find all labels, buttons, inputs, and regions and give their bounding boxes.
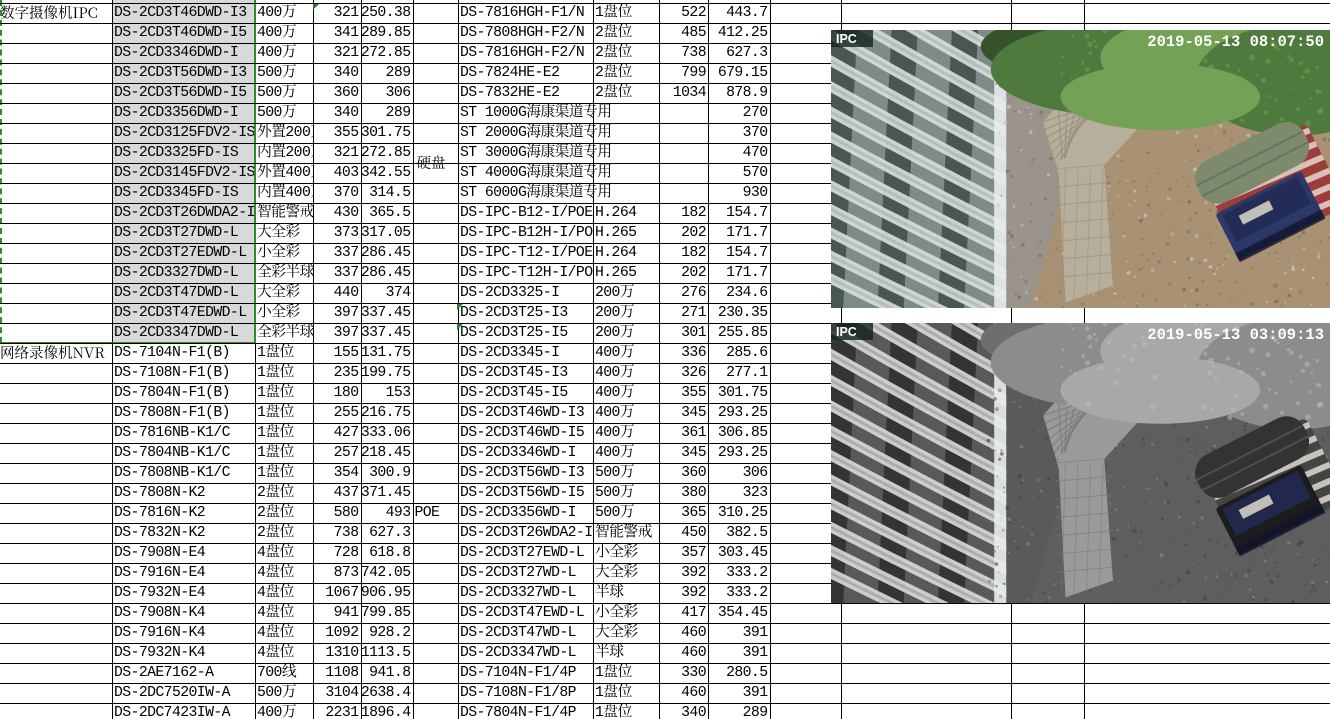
svg-text:2019-05-13 08:07:50: 2019-05-13 08:07:50 — [1147, 33, 1324, 51]
svg-text:IPC: IPC — [836, 325, 857, 339]
svg-text:IPC: IPC — [836, 32, 857, 46]
svg-text:2019-05-13 03:09:13: 2019-05-13 03:09:13 — [1147, 326, 1324, 344]
